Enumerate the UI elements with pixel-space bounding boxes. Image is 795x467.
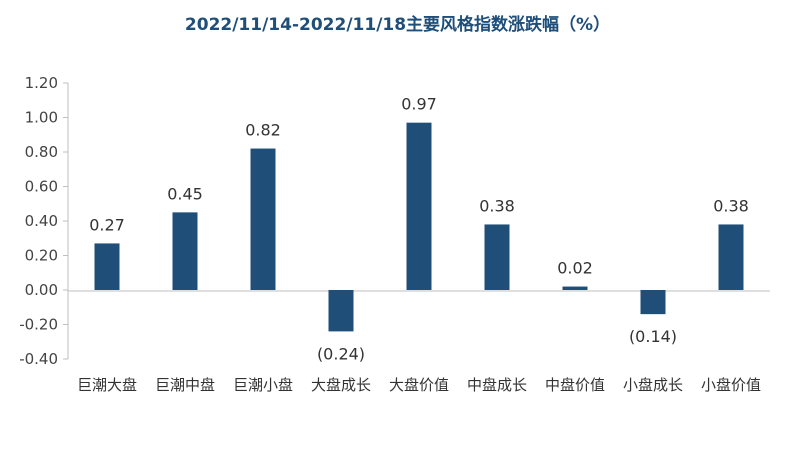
y-tick-label: 1.20 [25, 74, 58, 92]
data-label: 0.97 [401, 95, 437, 114]
category-label: 巨潮大盘 [77, 376, 137, 394]
y-tick-label: 0.60 [25, 178, 58, 196]
category-label: 大盘价值 [389, 376, 449, 394]
category-label: 中盘成长 [467, 376, 527, 394]
bar [172, 212, 198, 290]
category-label: 巨潮小盘 [233, 376, 293, 394]
data-label: 0.38 [479, 196, 515, 215]
category-label: 小盘成长 [623, 376, 683, 394]
bar [718, 224, 744, 290]
chart-title: 2022/11/14-2022/11/18主要风格指数涨跌幅（%） [184, 15, 611, 35]
bar [562, 286, 588, 290]
y-tick-label: 0.40 [25, 212, 58, 230]
category-labels: 巨潮大盘 巨潮中盘 巨潮小盘 大盘成长 大盘价值 中盘成长 中盘价值 小盘成长 小盘价值 [77, 376, 761, 394]
category-label: 巨潮中盘 [155, 376, 215, 394]
y-axis-ticks: 1.20 1.00 0.80 0.60 0.40 0.20 0.00 -0.20 -0.40 [19, 74, 68, 368]
data-label: (0.14) [629, 327, 677, 346]
bar [94, 243, 120, 290]
data-label: 0.27 [89, 215, 125, 234]
data-label: 0.82 [245, 121, 281, 140]
bar [406, 122, 432, 290]
data-label: 0.45 [167, 184, 203, 203]
data-label: 0.02 [557, 259, 593, 278]
bar [250, 148, 276, 290]
bar-series [94, 122, 744, 332]
y-tick-label: 0.20 [25, 247, 58, 265]
category-label: 大盘成长 [311, 376, 371, 394]
data-label: 0.38 [713, 196, 749, 215]
y-tick-label: -0.20 [19, 316, 58, 334]
data-labels: 0.27 0.45 0.82 (0.24) 0.97 0.38 0.02 (0.14) 0.38 [89, 95, 749, 364]
bar [640, 290, 666, 315]
y-tick-label: 0.00 [25, 281, 58, 299]
category-label: 小盘价值 [701, 376, 761, 394]
y-tick-label: 1.00 [25, 109, 58, 127]
bar [484, 224, 510, 290]
bar [328, 290, 354, 332]
data-label: (0.24) [317, 344, 365, 363]
y-tick-label: -0.40 [19, 350, 58, 368]
y-tick-label: 0.80 [25, 143, 58, 161]
category-label: 中盘价值 [545, 376, 605, 394]
